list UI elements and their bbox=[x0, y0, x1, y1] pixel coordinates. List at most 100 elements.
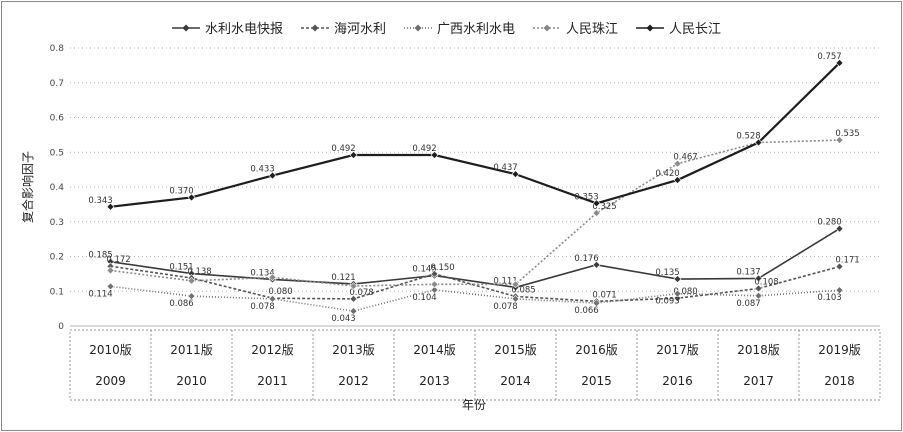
data-point bbox=[592, 209, 601, 217]
data-point bbox=[268, 294, 277, 303]
x-category-edition: 2014版 bbox=[413, 343, 456, 357]
legend-item: 人民珠江 bbox=[533, 22, 618, 37]
x-axis-title: 年份 bbox=[462, 398, 486, 412]
x-category-edition: 2012版 bbox=[251, 343, 294, 357]
data-point bbox=[673, 294, 682, 303]
data-point bbox=[511, 294, 520, 303]
data-point bbox=[430, 285, 439, 294]
data-label: 0.103 bbox=[817, 293, 841, 303]
data-label: 0.172 bbox=[106, 255, 130, 265]
legend-label: 海河水利 bbox=[334, 22, 386, 37]
legend-item: 水利水电快报 bbox=[172, 22, 283, 37]
data-label: 0.135 bbox=[655, 268, 679, 278]
data-point bbox=[430, 269, 439, 278]
data-label: 0.137 bbox=[736, 267, 760, 277]
data-label: 0.343 bbox=[88, 196, 112, 206]
data-point bbox=[430, 151, 439, 159]
x-category-edition: 2011版 bbox=[170, 343, 213, 357]
data-label: 0.492 bbox=[331, 144, 355, 154]
data-point bbox=[754, 291, 763, 300]
data-label: 0.080 bbox=[673, 287, 697, 297]
x-category-year: 2016 bbox=[662, 374, 693, 388]
series-3: 0.114 0.086 0.078 0.043 0.104 0.078 0.066 0.093… bbox=[88, 282, 844, 324]
y-tick-label: 0.1 bbox=[50, 287, 64, 297]
data-point bbox=[511, 280, 520, 289]
data-point bbox=[106, 282, 115, 291]
x-category-year: 2011 bbox=[257, 374, 288, 388]
y-tick-label: 0.4 bbox=[50, 183, 65, 193]
x-category-edition: 2015版 bbox=[494, 343, 537, 357]
data-label: 0.535 bbox=[835, 129, 859, 139]
data-point bbox=[106, 266, 115, 275]
data-point bbox=[106, 202, 115, 211]
series-2: 0.172 0.138 0.080 0.078 0.150 0.085 0.071 0.080… bbox=[106, 255, 860, 306]
table-border bbox=[69, 329, 881, 401]
data-label: 0.185 bbox=[88, 251, 112, 261]
data-point bbox=[349, 307, 358, 315]
y-axis-ticks: 0 0.1 0.2 0.3 0.4 0.5 0.6 0.7 0.8 bbox=[50, 44, 65, 332]
data-label: 0.078 bbox=[250, 302, 274, 312]
data-label: 0.420 bbox=[655, 169, 679, 179]
y-tick-label: 0.3 bbox=[50, 218, 64, 228]
data-label: 0.437 bbox=[493, 163, 517, 173]
data-label: 0.171 bbox=[835, 256, 859, 266]
data-label: 0.176 bbox=[574, 254, 598, 264]
data-point bbox=[835, 136, 844, 145]
x-category-year: 2017 bbox=[743, 374, 774, 388]
legend-item: 海河水利 bbox=[301, 22, 386, 37]
data-label: 0.085 bbox=[511, 285, 535, 295]
data-point bbox=[187, 292, 196, 301]
legend-label: 人民长江 bbox=[669, 22, 721, 37]
x-category-year: 2009 bbox=[95, 374, 126, 388]
data-point bbox=[349, 294, 358, 303]
data-point bbox=[511, 170, 520, 179]
x-category-edition: 2017版 bbox=[656, 343, 699, 357]
x-category-edition: 2019版 bbox=[818, 343, 861, 357]
data-point bbox=[592, 299, 601, 307]
data-label: 0.078 bbox=[493, 302, 517, 312]
x-category-edition: 2013版 bbox=[332, 343, 375, 357]
data-label: 0.114 bbox=[88, 289, 112, 299]
data-label: 0.071 bbox=[592, 290, 616, 300]
data-label: 0.078 bbox=[349, 288, 373, 298]
data-point bbox=[835, 59, 844, 67]
data-label: 0.353 bbox=[574, 192, 598, 202]
series-line bbox=[110, 62, 841, 208]
legend-marker bbox=[182, 24, 190, 32]
data-label: 0.150 bbox=[430, 263, 454, 273]
x-category-year: 2014 bbox=[500, 374, 531, 388]
data-point bbox=[268, 171, 277, 180]
data-label: 0.433 bbox=[250, 165, 274, 175]
data-label: 0.492 bbox=[412, 144, 436, 154]
series-lines: 0.185 0.151 0.134 0.121 0.145 0.111 0.176 0.135… bbox=[88, 52, 859, 324]
data-label: 0.111 bbox=[493, 276, 517, 286]
data-point bbox=[673, 289, 682, 298]
data-label: 0.528 bbox=[736, 132, 760, 142]
x-category-edition: 2010版 bbox=[89, 343, 132, 357]
data-point bbox=[835, 224, 844, 233]
y-tick-label: 0.2 bbox=[50, 253, 64, 263]
data-label: 0.370 bbox=[169, 186, 193, 196]
data-label: 0.138 bbox=[187, 267, 211, 277]
category-table: 2010版 2009 2011版 2010 2012版 2011 2013版 2012 2014… bbox=[69, 329, 881, 401]
data-point bbox=[754, 274, 763, 283]
data-point bbox=[430, 280, 439, 289]
data-label: 0.108 bbox=[754, 277, 778, 287]
y-tick-label: 0 bbox=[58, 322, 64, 332]
series-line bbox=[110, 285, 840, 312]
series-5: 0.343 0.370 0.433 0.492 0.492 0.437 0.353 0.420… bbox=[88, 52, 844, 211]
legend-marker bbox=[311, 24, 319, 32]
series-4: 0.325 0.467 0.535 bbox=[106, 129, 860, 290]
data-label: 0.151 bbox=[169, 263, 193, 273]
data-point bbox=[673, 159, 682, 168]
data-point bbox=[268, 273, 277, 282]
y-axis-title: 复合影响因子 bbox=[20, 151, 35, 223]
data-label: 0.280 bbox=[817, 218, 841, 228]
data-label: 0.087 bbox=[736, 299, 760, 309]
data-label: 0.080 bbox=[268, 287, 292, 297]
x-category-year: 2013 bbox=[419, 374, 450, 388]
x-category-year: 2010 bbox=[176, 374, 207, 388]
data-point bbox=[187, 193, 196, 202]
